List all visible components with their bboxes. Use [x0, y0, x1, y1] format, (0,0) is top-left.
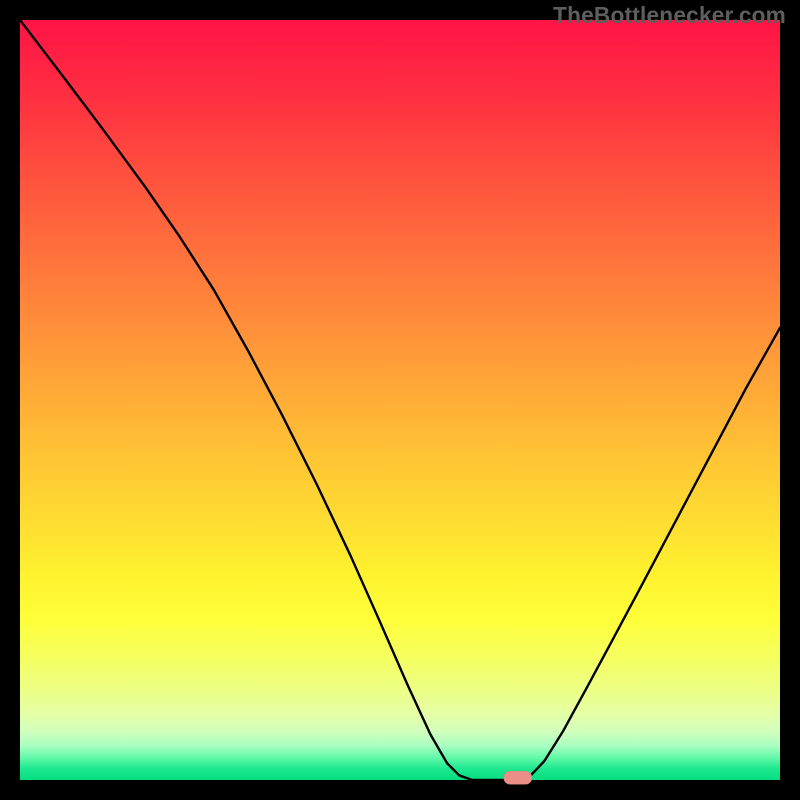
bottleneck-chart — [0, 0, 800, 800]
watermark-text: TheBottlenecker.com — [553, 2, 786, 29]
optimal-marker — [504, 771, 532, 784]
